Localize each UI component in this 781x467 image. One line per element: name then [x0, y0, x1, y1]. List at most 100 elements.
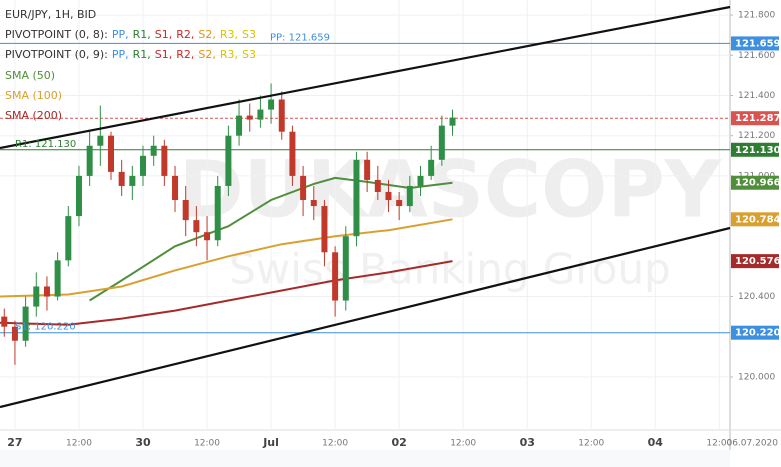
- legend-entry: SMA (50): [5, 69, 55, 82]
- indicator-item: S3: [242, 28, 256, 41]
- indicator-name: PIVOTPOINT (0, 8):: [5, 28, 108, 41]
- candle-body: [321, 206, 328, 253]
- indicator-name: PIVOTPOINT (0, 9):: [5, 48, 108, 61]
- y-tick-label: 121.200: [738, 131, 775, 141]
- indicator-item: PP,: [112, 28, 129, 41]
- candle-body: [161, 145, 168, 176]
- level-price-box: [731, 142, 779, 157]
- x-tick-label: 02: [391, 436, 406, 449]
- sma-price-box: [731, 254, 779, 269]
- indicator-item: R2,: [176, 28, 194, 41]
- candle-body: [278, 99, 285, 132]
- candle-body: [1, 316, 8, 327]
- indicator-item: R1,: [133, 48, 151, 61]
- indicator-item: S2,: [198, 48, 215, 61]
- watermark: Swiss Banking Group: [229, 245, 670, 294]
- candle-body: [385, 191, 392, 201]
- chart-title: EUR/JPY, 1H, BID: [5, 8, 96, 21]
- indicator-item: S1,: [155, 28, 172, 41]
- indicator-item: R3,: [220, 28, 238, 41]
- x-tick-label: 12:00: [578, 439, 604, 449]
- candle-body: [289, 131, 296, 176]
- sma-line: [0, 260, 453, 326]
- x-tick-label: 30: [135, 436, 151, 449]
- sma-price-box: [731, 212, 779, 227]
- candle-body: [118, 171, 125, 186]
- level-label: R1: 121.130: [15, 139, 76, 150]
- sma-price-box: [731, 175, 779, 190]
- candle-body: [449, 117, 456, 126]
- level-label: PP: 121.659: [270, 32, 330, 43]
- candle-body: [182, 200, 189, 221]
- candle-body: [140, 155, 147, 176]
- sma-price-label: 120.576: [735, 256, 781, 267]
- candle-body: [33, 286, 40, 307]
- indicator-item: R2,: [176, 48, 194, 61]
- x-tick-label: 12:00: [322, 439, 348, 449]
- candle-body: [22, 306, 29, 341]
- candle-body: [54, 260, 61, 297]
- candle-body: [332, 252, 339, 301]
- candle-body: [428, 159, 435, 176]
- candle-body: [225, 135, 232, 186]
- legend-entry: SMA (200): [5, 109, 62, 122]
- candle-body: [257, 109, 264, 120]
- candle-body: [268, 99, 275, 110]
- indicator-item: S1,: [155, 48, 172, 61]
- watermark: DUKASCOPY: [179, 145, 723, 235]
- candle-body: [406, 185, 413, 207]
- x-tick-label: 12:00: [706, 439, 732, 449]
- candle-body: [417, 175, 424, 186]
- last-price-label: 121.287: [735, 113, 781, 124]
- candle-body: [65, 216, 72, 261]
- candle-body: [342, 236, 349, 301]
- y-tick-label: 120.400: [738, 292, 775, 302]
- sma-line: [0, 218, 453, 298]
- x-tick-label: 03: [520, 436, 535, 449]
- indicator-item: PP,: [112, 48, 129, 61]
- level-label: S1: 120.220: [15, 322, 76, 333]
- level-price-label: 121.659: [735, 38, 781, 49]
- volume-strip: [0, 450, 730, 467]
- candle-body: [129, 175, 136, 186]
- legend-entry: SMA (100): [5, 89, 62, 102]
- last-price-box: [731, 111, 779, 126]
- candle-body: [438, 125, 445, 160]
- candle-body: [364, 159, 371, 180]
- candle-body: [214, 185, 221, 241]
- x-tick-label: 12:00: [450, 439, 476, 449]
- indicator-item: R1,: [133, 28, 151, 41]
- candle-body: [43, 286, 50, 297]
- candle-body: [97, 135, 104, 146]
- candle-body: [300, 175, 307, 201]
- level-price-box: [731, 36, 779, 51]
- candle-body: [246, 115, 253, 120]
- candle-body: [353, 159, 360, 237]
- candle-body: [204, 232, 211, 241]
- sma-price-label: 120.966: [735, 178, 781, 189]
- sma-price-label: 120.784: [735, 214, 781, 225]
- candle-body: [150, 145, 157, 156]
- y-tick-label: 121.600: [738, 51, 775, 61]
- indicator-item: S3: [242, 48, 256, 61]
- y-tick-label: 121.400: [738, 91, 775, 101]
- level-price-box: [731, 325, 779, 340]
- x-tick-label: Jul: [262, 436, 279, 449]
- candle-body: [193, 220, 200, 233]
- candle-body: [86, 145, 93, 176]
- candle-body: [374, 179, 381, 192]
- candle-body: [172, 175, 179, 201]
- y-tick-label: 121.800: [738, 11, 775, 21]
- x-tick-label: 12:00: [194, 439, 220, 449]
- candle-body: [75, 175, 82, 217]
- indicator-item: S2,: [198, 28, 215, 41]
- y-tick-label: 120.000: [738, 372, 775, 382]
- candle-body: [236, 115, 243, 136]
- candle-body: [396, 200, 403, 207]
- channel-upper: [0, 5, 731, 150]
- candle-body: [310, 200, 317, 207]
- x-tick-label: 04: [648, 436, 664, 449]
- level-price-label: 121.130: [735, 145, 781, 156]
